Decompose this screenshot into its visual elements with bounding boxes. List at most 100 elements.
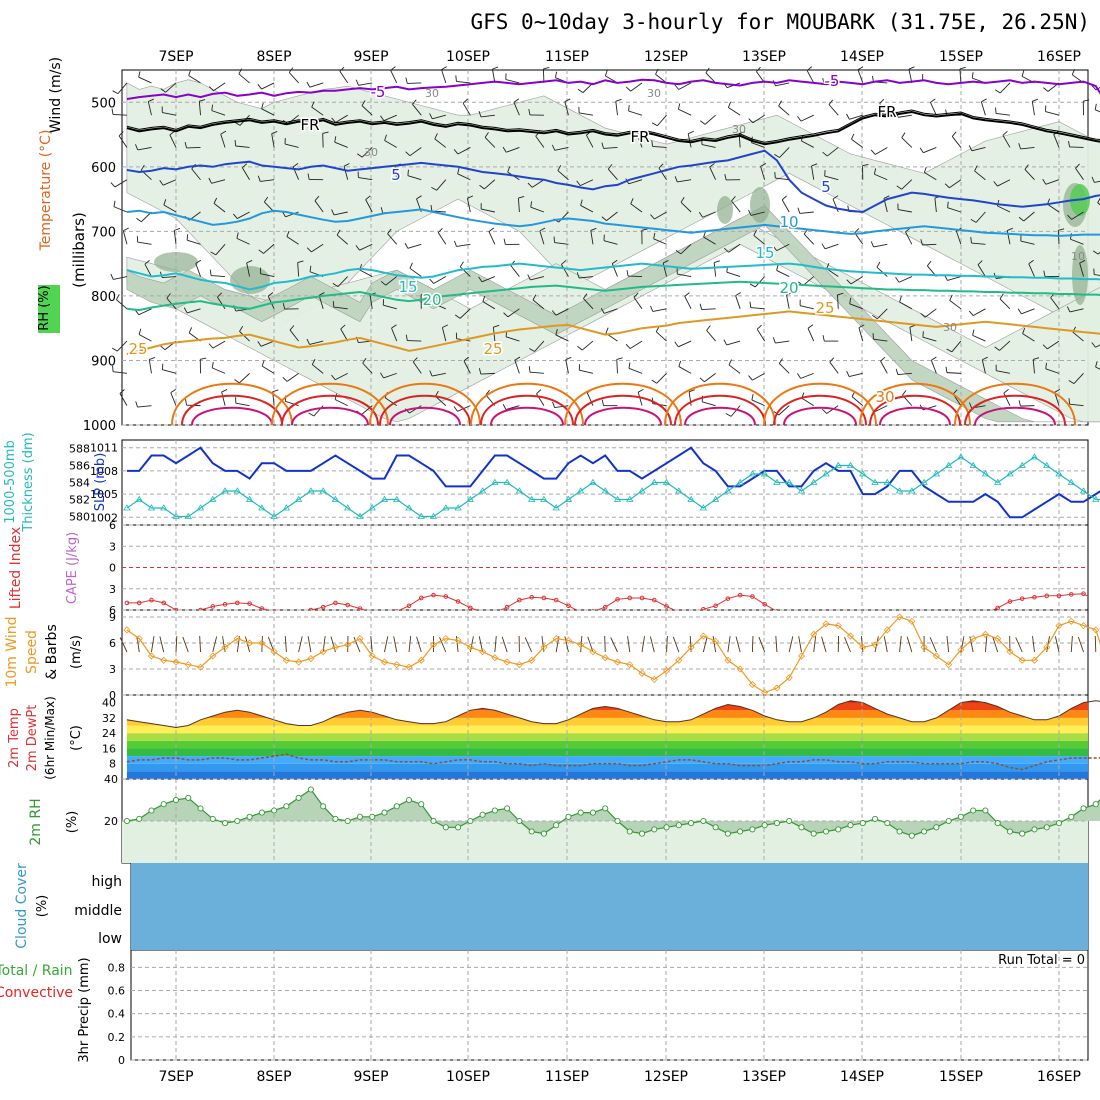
wind-barb <box>897 114 912 118</box>
wind-barb-flag <box>332 283 339 287</box>
wind-barb <box>579 369 594 374</box>
wind-speed-point <box>675 656 683 664</box>
li-tick-label: 0 <box>109 562 116 575</box>
wind-barb-flag <box>539 227 546 232</box>
wind-barb-flag <box>628 362 631 369</box>
wind-speed-point <box>282 656 290 664</box>
wind-barb-flag <box>1002 130 1008 136</box>
precip-tick-label: 0 <box>118 1054 125 1067</box>
wind-barb <box>603 147 618 149</box>
wind-barb <box>501 636 508 653</box>
top-date-label: 8SEP <box>256 49 291 65</box>
wind-barb <box>481 276 496 283</box>
wind-barb <box>564 101 569 116</box>
lifted-index-point <box>210 604 216 609</box>
wind-barb-flag <box>778 358 783 364</box>
wind-barb-flag <box>753 229 757 236</box>
rh2m-point <box>148 807 155 814</box>
wind-barb <box>981 359 986 374</box>
wind-barb-flag <box>208 177 212 184</box>
wind-barb <box>1095 344 1100 348</box>
rh2m-point <box>1019 830 1026 837</box>
wind-barb-flag <box>355 79 359 86</box>
wind-barb <box>899 301 913 310</box>
wind-barb-flag <box>200 357 207 360</box>
wind-barb <box>466 198 471 213</box>
wind-barb <box>975 211 986 223</box>
wind-barb-flag <box>1017 308 1022 315</box>
wind-barb-flag <box>968 145 973 152</box>
wind-barb <box>604 635 606 653</box>
wind-barb <box>384 140 397 148</box>
wind-barb <box>713 262 717 277</box>
wind-barb <box>709 166 717 180</box>
wind-barb <box>1020 240 1035 245</box>
lifted-index-point <box>1068 592 1074 597</box>
isotherm-label: 5 <box>821 178 831 196</box>
wind-barb <box>1053 134 1060 148</box>
wind-barb <box>883 636 888 653</box>
wind-barb <box>1015 637 1023 653</box>
wind-barb <box>829 361 839 374</box>
wind-barb <box>407 175 422 181</box>
wind-barb <box>1073 373 1084 384</box>
wind-barb-flag <box>211 361 214 368</box>
wind-barb <box>874 147 888 155</box>
thickness-point <box>908 487 916 494</box>
wind-barb <box>826 147 839 157</box>
wind-barb-flag <box>849 297 852 304</box>
rh2m-point <box>344 817 351 825</box>
wind-speed-point <box>761 688 769 696</box>
wind-barb-flag <box>880 356 886 362</box>
wind-barb-flag <box>209 269 212 276</box>
wind-barb <box>924 308 937 318</box>
rh2m-base-fill <box>122 821 1088 863</box>
wind-barb <box>802 276 815 286</box>
wind-barb <box>751 399 765 407</box>
wind-barb-flag <box>113 200 116 207</box>
wind-barb-flag <box>947 201 949 208</box>
wind-barb <box>760 166 766 180</box>
temperature-side-label: Temperature (°C) <box>38 130 54 252</box>
wind-barb-flag <box>334 136 337 143</box>
cloud-axis-label-units: (%) <box>35 895 50 918</box>
wind-barb <box>704 114 716 125</box>
cape-axis-label: CAPE (J/kg) <box>65 532 80 604</box>
wind-barb <box>874 173 888 181</box>
thickness-point <box>466 495 475 502</box>
wind-barb-flag <box>112 90 119 95</box>
rh2m-point <box>700 817 707 825</box>
thickness-point <box>846 461 855 468</box>
wind-barb-flag <box>405 151 411 157</box>
thickness-point <box>944 461 953 468</box>
pressure-tick-label: 800 <box>91 290 116 305</box>
wind-barb <box>365 199 373 213</box>
wind-barb <box>628 110 643 116</box>
wind-barb-flag <box>110 273 114 280</box>
wind-barb <box>946 372 961 374</box>
wind-speed-point <box>920 643 928 651</box>
wind-barb <box>832 198 839 213</box>
wind-barb-flag <box>970 218 977 223</box>
thickness-point <box>160 504 168 511</box>
wind-axis-label-b: Speed <box>24 630 40 674</box>
wind-barb-flag <box>188 327 193 334</box>
wind-barb-flag <box>118 131 124 137</box>
wind-barb-flag <box>1018 216 1025 222</box>
wind-barb-flag <box>959 66 966 70</box>
wind-barb <box>261 108 275 116</box>
wind-barb <box>297 262 300 277</box>
wind-barb <box>431 372 446 377</box>
thickness-point <box>822 470 830 477</box>
lifted-index-point <box>136 600 142 606</box>
temp-line <box>126 700 1100 729</box>
wind-barb-flag <box>484 132 489 138</box>
wind-barb <box>704 373 716 383</box>
wind-barb-flag <box>532 294 537 301</box>
wind-barb <box>849 303 863 310</box>
thickness-point <box>515 487 524 494</box>
wind-barb <box>735 295 741 309</box>
wind-barb-flag <box>246 260 253 264</box>
wind-barb <box>712 636 717 653</box>
bottom-date-label: 15SEP <box>939 1069 983 1085</box>
